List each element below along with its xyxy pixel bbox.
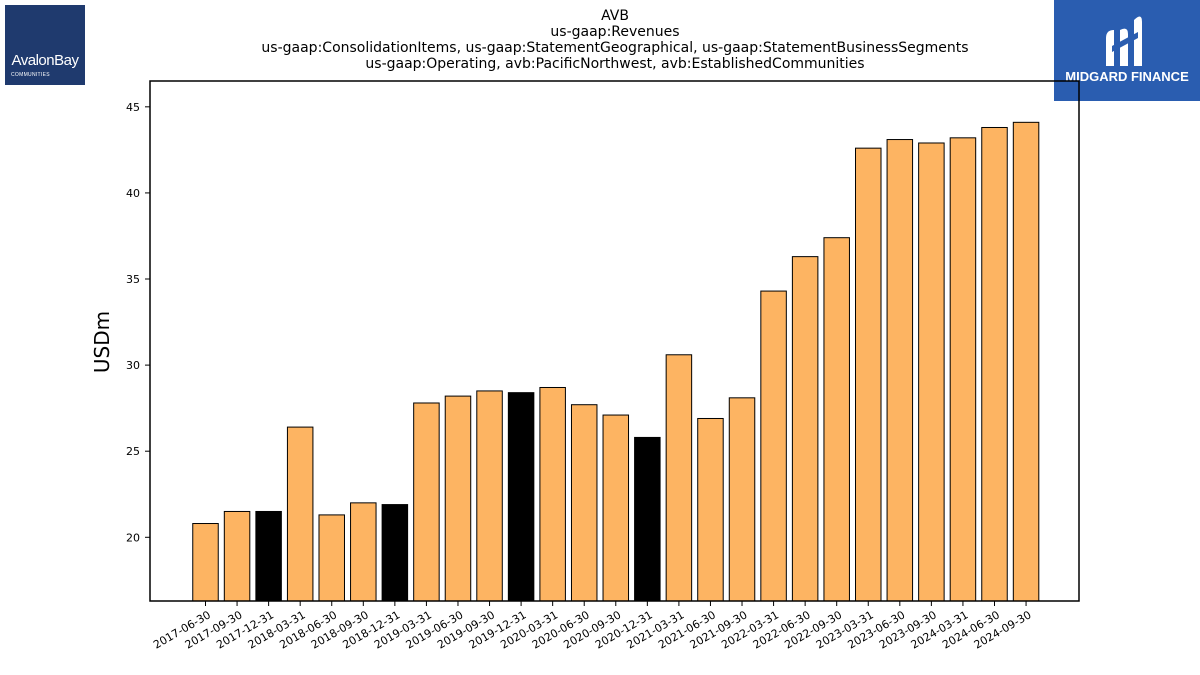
bar-2023-03-31 bbox=[855, 147, 882, 602]
bar-2024-06-30 bbox=[981, 126, 1008, 602]
bar-2018-09-30 bbox=[350, 502, 377, 602]
bar-2020-12-31 bbox=[634, 436, 661, 602]
y-tick-label: 30 bbox=[126, 359, 140, 372]
bar-2020-09-30 bbox=[602, 414, 630, 602]
bar-2021-06-30 bbox=[697, 417, 724, 602]
y-axis-ticks: 20 25 30 35 40 45 bbox=[126, 101, 150, 544]
bar-2021-03-31 bbox=[665, 354, 693, 602]
bar-2018-12-31 bbox=[381, 504, 409, 602]
bar-2023-06-30 bbox=[886, 139, 914, 602]
bar-2017-06-30 bbox=[192, 523, 219, 602]
chart-title-line-2: us-gaap:Revenues bbox=[550, 24, 679, 40]
y-tick-label: 40 bbox=[126, 187, 140, 200]
bar-2021-09-30 bbox=[728, 397, 756, 602]
bar-2019-09-30 bbox=[476, 390, 503, 602]
y-tick-label: 25 bbox=[126, 445, 140, 458]
bar-2019-06-30 bbox=[444, 395, 472, 602]
bar-2024-03-31 bbox=[949, 137, 977, 602]
chart-title-line-4: us-gaap:Operating, avb:PacificNorthwest,… bbox=[365, 56, 864, 72]
y-tick-label: 45 bbox=[126, 101, 140, 114]
chart-title-line-1: AVB bbox=[601, 8, 629, 24]
chart-title-line-3: us-gaap:ConsolidationItems, us-gaap:Stat… bbox=[261, 40, 968, 56]
bar-2018-03-31 bbox=[286, 426, 314, 602]
avalonbay-logo-sub: COMMUNITIES bbox=[11, 72, 50, 78]
bar-2018-06-30 bbox=[318, 514, 345, 602]
midgard-finance-logo-name: MIDGARD FINANCE bbox=[1065, 69, 1189, 84]
bar-2019-03-31 bbox=[413, 402, 440, 602]
bar-2017-12-31 bbox=[255, 510, 282, 602]
bar-2023-09-30 bbox=[918, 142, 945, 602]
bar-2017-09-30 bbox=[223, 510, 251, 602]
bars bbox=[192, 121, 1040, 602]
bar-2020-03-31 bbox=[539, 386, 566, 602]
x-axis-ticks: 2017-06-302017-09-302017-12-312018-03-31… bbox=[151, 601, 1034, 652]
bar-2020-06-30 bbox=[570, 404, 598, 602]
y-tick-label: 35 bbox=[126, 273, 140, 286]
y-axis-label: USDm bbox=[90, 311, 114, 373]
bar-2022-06-30 bbox=[791, 256, 819, 602]
bar-2022-03-31 bbox=[760, 290, 787, 602]
plot-frame bbox=[149, 80, 1080, 602]
bar-2019-12-31 bbox=[507, 392, 535, 602]
y-tick-label: 20 bbox=[126, 531, 140, 544]
bar-2022-09-30 bbox=[823, 237, 850, 602]
avalonbay-logo: AvalonBay COMMUNITIES bbox=[5, 5, 85, 85]
chart-title: AVB us-gaap:Revenues us-gaap:Consolidati… bbox=[261, 8, 968, 72]
midgard-mark-icon bbox=[1106, 16, 1142, 67]
bar-2024-09-30 bbox=[1012, 121, 1040, 602]
avalonbay-logo-name: AvalonBay bbox=[11, 52, 79, 69]
